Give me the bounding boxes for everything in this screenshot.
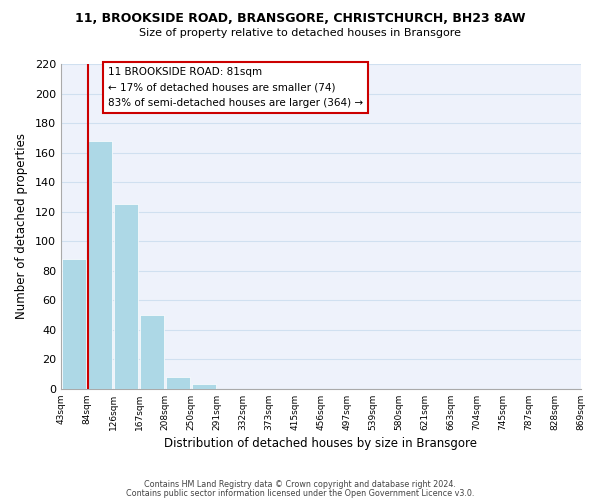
Bar — [140, 315, 164, 389]
Bar — [88, 141, 112, 389]
Text: 11, BROOKSIDE ROAD, BRANSGORE, CHRISTCHURCH, BH23 8AW: 11, BROOKSIDE ROAD, BRANSGORE, CHRISTCHU… — [75, 12, 525, 26]
X-axis label: Distribution of detached houses by size in Bransgore: Distribution of detached houses by size … — [164, 437, 477, 450]
Bar — [166, 377, 190, 389]
Text: Size of property relative to detached houses in Bransgore: Size of property relative to detached ho… — [139, 28, 461, 38]
Bar — [191, 384, 216, 389]
Text: Contains HM Land Registry data © Crown copyright and database right 2024.: Contains HM Land Registry data © Crown c… — [144, 480, 456, 489]
Bar — [62, 259, 86, 389]
Y-axis label: Number of detached properties: Number of detached properties — [15, 134, 28, 320]
Bar — [113, 204, 139, 389]
Text: 11 BROOKSIDE ROAD: 81sqm
← 17% of detached houses are smaller (74)
83% of semi-d: 11 BROOKSIDE ROAD: 81sqm ← 17% of detach… — [108, 67, 363, 108]
Text: Contains public sector information licensed under the Open Government Licence v3: Contains public sector information licen… — [126, 488, 474, 498]
